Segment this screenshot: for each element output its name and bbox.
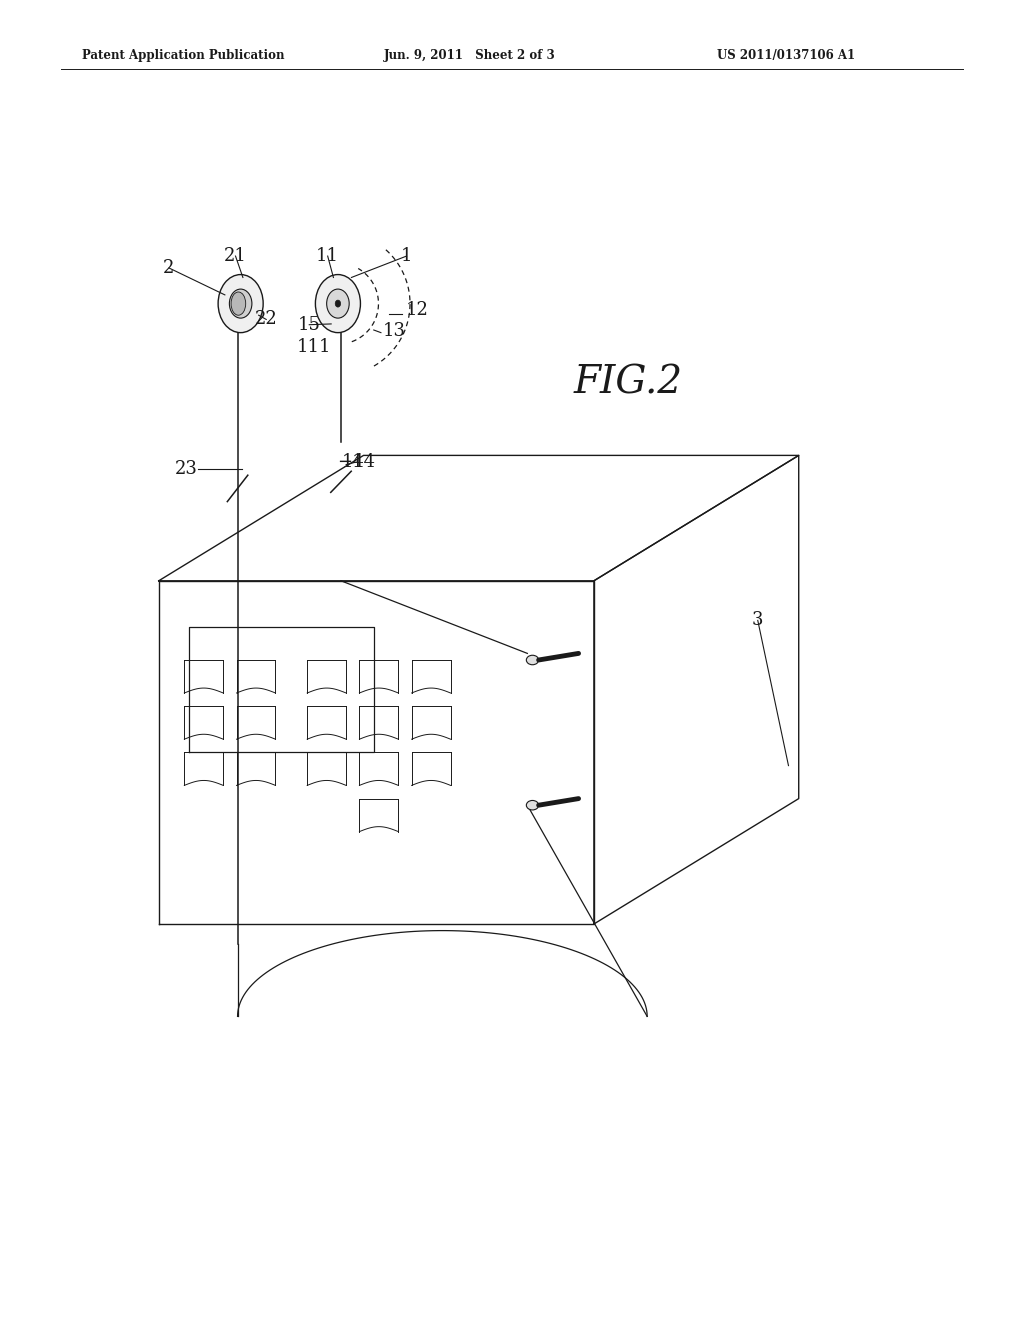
- Text: 13: 13: [383, 322, 406, 341]
- Text: Jun. 9, 2011   Sheet 2 of 3: Jun. 9, 2011 Sheet 2 of 3: [384, 49, 556, 62]
- Text: 2: 2: [163, 259, 175, 277]
- Text: 12: 12: [406, 301, 428, 319]
- Text: 111: 111: [297, 338, 332, 356]
- Text: 1: 1: [400, 247, 413, 265]
- Text: 23: 23: [175, 459, 198, 478]
- Text: 3: 3: [752, 611, 764, 630]
- Text: 14: 14: [342, 453, 365, 471]
- Text: FIG.2: FIG.2: [573, 364, 683, 401]
- Ellipse shape: [526, 800, 539, 810]
- Circle shape: [315, 275, 360, 333]
- Text: 11: 11: [316, 247, 339, 265]
- Circle shape: [218, 275, 263, 333]
- Text: 21: 21: [224, 247, 247, 265]
- Ellipse shape: [526, 655, 539, 665]
- Text: 22: 22: [255, 310, 278, 329]
- Circle shape: [335, 300, 341, 308]
- Text: US 2011/0137106 A1: US 2011/0137106 A1: [717, 49, 855, 62]
- Text: −14: −14: [337, 453, 376, 471]
- Text: 15: 15: [298, 315, 321, 334]
- Ellipse shape: [231, 292, 246, 315]
- Circle shape: [327, 289, 349, 318]
- Circle shape: [229, 289, 252, 318]
- Text: Patent Application Publication: Patent Application Publication: [82, 49, 285, 62]
